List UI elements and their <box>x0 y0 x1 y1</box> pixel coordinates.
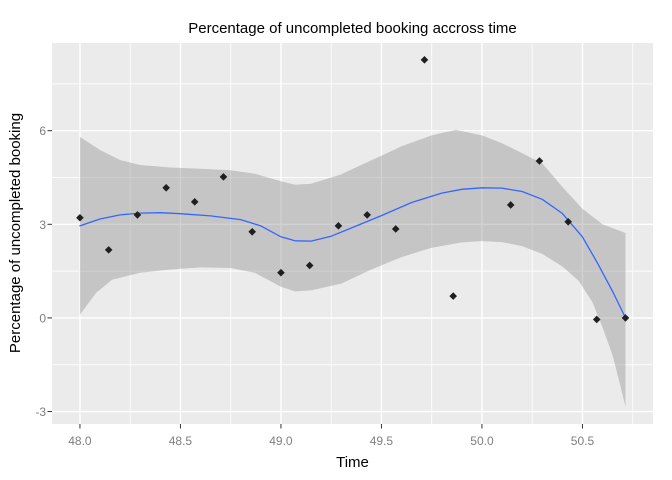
y-tick-label: 3 <box>39 218 46 232</box>
x-tick-label: 50.5 <box>571 434 595 448</box>
confidence-ribbon <box>79 129 626 407</box>
data-point <box>162 183 170 192</box>
data-point <box>104 246 113 254</box>
plot-panel <box>52 43 653 424</box>
x-axis-title: Time <box>336 454 369 471</box>
data-point <box>248 227 256 236</box>
y-axis-title: Percentage of uncompleted booking <box>7 112 24 354</box>
data-point <box>363 211 371 219</box>
x-tick-label: 49.0 <box>269 434 293 448</box>
data-point <box>277 268 285 277</box>
data-point <box>219 173 228 181</box>
data-point <box>449 292 458 300</box>
data-point <box>76 213 84 222</box>
data-point <box>535 157 544 165</box>
x-tick-label: 49.5 <box>370 434 394 448</box>
data-point <box>506 201 515 209</box>
data-point <box>420 56 429 64</box>
data-point <box>564 217 572 226</box>
chart-title: Percentage of uncompleted booking accros… <box>188 20 517 37</box>
y-tick-label: 0 <box>39 311 46 325</box>
data-point <box>305 261 314 270</box>
data-point <box>592 315 601 324</box>
data-point <box>133 211 142 219</box>
data-point <box>391 225 400 233</box>
smooth-line <box>79 187 627 319</box>
x-tick-label: 50.0 <box>470 434 494 448</box>
y-tick-label: -3 <box>35 405 46 419</box>
data-point <box>621 314 630 322</box>
x-tick-label: 48.5 <box>169 434 193 448</box>
data-point <box>334 222 343 230</box>
data-point <box>190 198 199 206</box>
x-tick-label: 48.0 <box>68 434 92 448</box>
y-tick-label: 6 <box>39 124 46 138</box>
